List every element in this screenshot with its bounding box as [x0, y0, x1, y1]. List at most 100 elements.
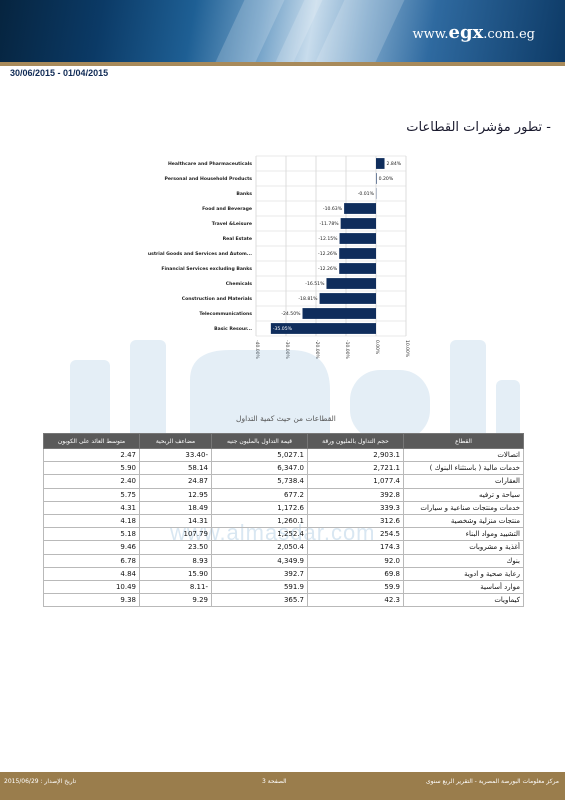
cell-traded-value: 2,050.4: [211, 540, 308, 555]
cell-avg-yield: 2.40: [43, 474, 140, 489]
y-category-label: Travel &Leisure: [212, 221, 252, 227]
cell-sector: خدمات ومنتجات صناعية و سيارات: [403, 500, 524, 515]
bar-value-label: -18.81%: [298, 296, 318, 302]
x-tick-label: -20.00%: [314, 340, 320, 360]
chart-bar: [319, 293, 376, 304]
cell-sector: التشييد ومواد البناء: [403, 527, 524, 542]
cell-pe-ratio: 14.31: [139, 513, 212, 529]
cell-traded-value: 365.7: [211, 593, 308, 608]
header-traded-value: قيمة التداول بالمليون جنيه: [211, 433, 308, 449]
cell-traded-value: 1,260.1: [211, 513, 308, 529]
cell-pe-ratio: 9.29: [139, 593, 212, 608]
bar-value-label: -12.26%: [318, 266, 338, 272]
cell-traded-volume: 174.3: [307, 540, 404, 555]
cell-pe-ratio: 12.95: [139, 487, 212, 502]
cell-avg-yield: 5.18: [43, 527, 140, 542]
header-banner: www.egx.com.eg: [0, 0, 565, 62]
y-category-label: Basic Resour...: [214, 326, 252, 332]
bar-value-label: 0.20%: [379, 176, 394, 182]
cell-sector: بنوك: [403, 553, 524, 568]
chart-bar: [340, 218, 376, 229]
chart-bar: [270, 323, 376, 334]
chart-bar: [376, 173, 377, 184]
cell-sector: اتصالات: [403, 447, 524, 463]
cell-pe-ratio: 15.90: [139, 566, 212, 581]
cell-traded-value: 677.2: [211, 487, 308, 502]
header-pe-ratio: مضاعف الربحية: [139, 433, 212, 449]
chart-bar: [302, 308, 376, 319]
footer-page-number: الصفحة 3: [262, 778, 287, 785]
table-row: 2.47 33.40- 5,027.1 2,903.1 اتصالات: [43, 447, 524, 463]
table-row: 4.18 14.31 1,260.1 312.6 منتجات منزلية وشخصي…: [43, 513, 524, 529]
cell-traded-volume: 2,721.1: [307, 461, 404, 476]
y-category-label: Food and Beverage: [202, 206, 252, 212]
cell-sector: سياحة و ترفيه: [403, 487, 524, 502]
cell-avg-yield: 4.31: [43, 500, 140, 515]
footer-bar: تاريخ الإصدار : 2015/06/29 الصفحة 3 مركز…: [0, 772, 565, 800]
cell-sector: موارد أساسية: [403, 579, 524, 595]
cell-avg-yield: 9.38: [43, 593, 140, 608]
table-row: 5.18 107.79 1,252.4 254.5 التشييد ومواد البن…: [43, 527, 524, 542]
header-avg-yield: متوسط العائد على الكوبون: [43, 433, 140, 449]
x-tick-label: 0.00%: [374, 340, 380, 355]
table-row: 10.49 8.11- 591.9 59.9 موارد أساسية: [43, 579, 524, 595]
chart-bar: [344, 203, 376, 214]
x-tick-label: -30.00%: [284, 340, 290, 360]
bar-value-label: -35.05%: [273, 326, 293, 332]
y-category-label: Financial Services excluding Banks: [161, 266, 252, 272]
cell-sector: أغذية و مشروبات: [403, 540, 524, 555]
y-category-label: Industrial Goods and Services and Autom.…: [148, 251, 252, 257]
cell-avg-yield: 4.18: [43, 513, 140, 529]
cell-pe-ratio: 18.49: [139, 500, 212, 515]
bar-value-label: -11.78%: [319, 221, 339, 227]
cell-avg-yield: 4.84: [43, 566, 140, 581]
y-category-label: Banks: [236, 191, 252, 197]
section-title: - تطور مؤشرات القطاعات: [406, 120, 551, 135]
cell-pe-ratio: 8.93: [139, 553, 212, 568]
header-sector: القطاع: [403, 433, 524, 449]
cell-traded-volume: 339.3: [307, 500, 404, 515]
cell-pe-ratio: 33.40-: [139, 447, 212, 463]
table-row: 5.75 12.95 677.2 392.8 سياحة و ترفيه: [43, 487, 524, 502]
cell-traded-volume: 1,077.4: [307, 474, 404, 489]
cell-traded-volume: 392.8: [307, 487, 404, 502]
sector-trading-table: متوسط العائد على الكوبون مضاعف الربحية ق…: [43, 433, 524, 608]
chart-bar: [339, 263, 376, 274]
y-category-label: Construction and Materials: [182, 296, 253, 302]
y-category-label: Chemicals: [226, 281, 253, 287]
bar-value-label: -10.63%: [323, 206, 343, 212]
cell-traded-value: 5,738.4: [211, 474, 308, 489]
chart-bar: [376, 158, 385, 169]
cell-traded-volume: 59.9: [307, 579, 404, 595]
cell-pe-ratio: 24.87: [139, 474, 212, 489]
cell-traded-value: 5,027.1: [211, 447, 308, 463]
report-period: 30/06/2015 - 01/04/2015: [10, 68, 109, 78]
y-category-label: Healthcare and Pharmaceuticals: [168, 161, 252, 167]
bar-value-label: -12.26%: [318, 251, 338, 257]
cell-traded-volume: 92.0: [307, 553, 404, 568]
y-category-label: Telecommunications: [199, 311, 252, 317]
table-row: 4.31 18.49 1,172.6 339.3 خدمات ومنتجات صناعي…: [43, 500, 524, 515]
table-row: 9.38 9.29 365.7 42.3 كيماويات: [43, 593, 524, 608]
cell-traded-value: 591.9: [211, 579, 308, 595]
cell-sector: العقارات: [403, 474, 524, 489]
sector-performance-chart: -40.00% -30.00% -20.00% -10.00% 0.00% 10.00% H…: [148, 155, 410, 360]
x-tick-label: -10.00%: [344, 340, 350, 360]
header-divider: [0, 62, 565, 66]
bar-value-label: -0.01%: [358, 191, 375, 197]
cell-traded-volume: 2,903.1: [307, 447, 404, 463]
footer-issue-date: تاريخ الإصدار : 2015/06/29: [4, 778, 77, 785]
cell-traded-value: 392.7: [211, 566, 308, 581]
cell-avg-yield: 5.75: [43, 487, 140, 502]
x-tick-label: -40.00%: [254, 340, 260, 360]
table-row: 4.84 15.90 392.7 69.8 رعاية صحية و ادوية: [43, 566, 524, 581]
table-header-row: متوسط العائد على الكوبون مضاعف الربحية ق…: [43, 433, 524, 449]
cell-sector: خدمات مالية ( باستثناء البنوك ): [403, 461, 524, 476]
cell-pe-ratio: 23.50: [139, 540, 212, 555]
cell-avg-yield: 9.46: [43, 540, 140, 555]
cell-traded-value: 4,349.9: [211, 553, 308, 568]
chart-bar: [339, 233, 376, 244]
table-row: 6.78 8.93 4,349.9 92.0 بنوك: [43, 553, 524, 568]
table-row: 9.46 23.50 2,050.4 174.3 أغذية و مشروبات: [43, 540, 524, 555]
cell-avg-yield: 10.49: [43, 579, 140, 595]
